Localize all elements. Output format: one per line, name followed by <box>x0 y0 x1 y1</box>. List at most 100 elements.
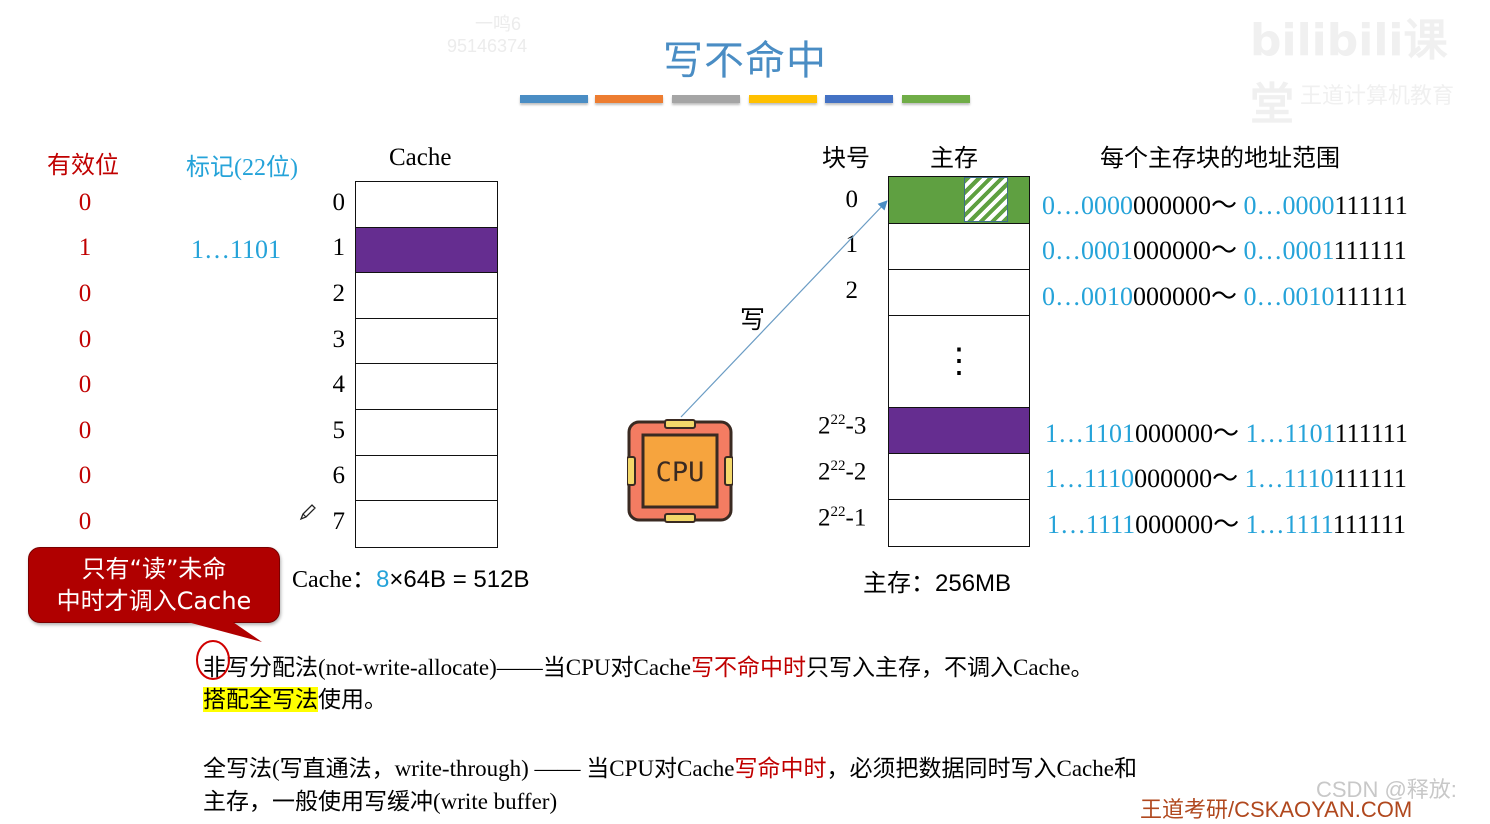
cache-size-prefix: Cache： <box>292 567 376 593</box>
cache-size-rest: ×64B = 512B <box>389 566 530 593</box>
end-tag: 1…1110 <box>1244 464 1334 493</box>
end-offset: 111111 <box>1333 510 1406 539</box>
block-base: 2 <box>818 412 831 440</box>
memory-block-number: 1 <box>845 231 859 258</box>
range-sep: ～ <box>1211 191 1244 220</box>
not-write-allocate-text: 非写分配法(not-write-allocate)——当CPU对Cache写不命… <box>203 648 1093 682</box>
cache-line-index: 1 <box>332 234 346 261</box>
start-tag: 1…1111 <box>1047 510 1136 539</box>
pencil-icon[interactable] <box>298 502 318 522</box>
block-suffix: -2 <box>845 458 867 486</box>
cache-line-6 <box>356 456 497 502</box>
range-sep: ～ <box>1211 236 1244 265</box>
start-offset: 000000 <box>1133 236 1211 265</box>
address-range: 0…0010000000～ 0…0010111111 <box>1042 276 1408 313</box>
p2-text-c: 主存，一般使用写缓冲(write buffer) <box>203 789 558 814</box>
cache-line-index: 7 <box>332 508 346 535</box>
p2-red-text: 写命中时 <box>734 756 827 781</box>
valid-bit: 0 <box>78 189 92 216</box>
title-bar-4 <box>749 95 817 103</box>
page-title: 写不命中 <box>663 38 827 84</box>
cache-line-index: 6 <box>332 462 346 489</box>
cache-size-count: 8 <box>375 566 390 593</box>
watermark-line1: 一鸣6 <box>475 14 522 34</box>
cache-line-2 <box>356 273 497 319</box>
block-base: 2 <box>818 504 831 532</box>
end-offset: 111111 <box>1334 282 1408 311</box>
valid-bit-header: 有效位 <box>47 151 119 179</box>
cache-line-0 <box>356 182 497 228</box>
address-range-header: 每个主存块的地址范围 <box>1100 144 1340 172</box>
valid-bit: 0 <box>78 280 92 307</box>
block-base: 2 <box>818 458 831 486</box>
range-sep: ～ <box>1213 510 1246 539</box>
circled-char: 非 <box>203 655 226 680</box>
p2-text-a: 全写法(写直通法，write-through) —— 当CPU对Cache <box>203 756 735 781</box>
cache-line-index: 2 <box>332 280 346 307</box>
cpu-label: CPU <box>655 457 705 488</box>
end-tag: 1…1111 <box>1245 510 1334 539</box>
block-exp: 22 <box>830 458 846 474</box>
cache-tag-value: 1…1101 <box>191 235 282 264</box>
memory-block-2 <box>889 270 1029 316</box>
range-sep: ～ <box>1212 464 1245 493</box>
cache-line-index: 5 <box>332 417 346 444</box>
address-range: 1…1110000000～ 1…1110111111 <box>1045 458 1407 495</box>
bilibili-logo: bilibili课堂 <box>1250 15 1448 130</box>
brand-footer: 王道考研/CSKAOYAN.COM <box>1140 797 1413 822</box>
valid-bit: 1 <box>78 234 92 261</box>
start-offset: 000000 <box>1135 419 1214 448</box>
cache-table <box>355 181 498 548</box>
block-exp: 22 <box>830 412 846 428</box>
cache-line-index: 3 <box>332 326 346 353</box>
written-word-hatch <box>964 177 1008 222</box>
cache-line-3 <box>356 319 497 365</box>
block-suffix: -1 <box>845 504 867 532</box>
block-number-header: 块号 <box>822 144 870 172</box>
block-suffix: -3 <box>845 412 867 440</box>
ellipsis: ⋮ <box>942 343 976 380</box>
memory-size-label: 主存：256MB <box>863 563 1011 598</box>
start-tag: 0…0010 <box>1042 282 1133 311</box>
write-buffer-text: 主存，一般使用写缓冲(write buffer) <box>203 782 557 816</box>
memory-block-ellipsis: ⋮ <box>889 316 1029 408</box>
write-label: 写 <box>740 307 766 334</box>
start-offset: 000000 <box>1133 191 1211 220</box>
cache-title: Cache <box>389 144 452 171</box>
main-memory-header: 主存 <box>930 144 978 172</box>
user-watermark: 一鸣6 95146374 <box>447 10 527 57</box>
valid-bit: 0 <box>78 326 92 353</box>
callout-line1: 只有“读”未命 <box>81 555 227 583</box>
memory-block-2^22-3 <box>889 408 1029 454</box>
main-memory-table: ⋮ <box>888 176 1030 547</box>
memory-block-1 <box>889 224 1029 270</box>
write-through-text: 全写法(写直通法，write-through) —— 当CPU对Cache写命中… <box>203 749 1137 783</box>
start-tag: 1…1110 <box>1045 464 1135 493</box>
p1-text-a: 写分配法(not-write-allocate)——当CPU对Cache <box>226 655 691 680</box>
memory-block-number: 222-3 <box>818 412 866 440</box>
cache-line-4 <box>356 364 497 410</box>
wangdao-watermark: 王道计算机教育 <box>1300 84 1455 109</box>
pairing-text: 搭配全写法使用。 <box>203 680 387 714</box>
p1-text-c: 使用。 <box>318 687 387 712</box>
red-circle-annotation <box>196 640 230 680</box>
highlighted-text: 搭配全写法 <box>203 687 318 712</box>
range-sep: ～ <box>1213 419 1246 448</box>
start-tag: 1…1101 <box>1045 419 1136 448</box>
cache-line-index: 4 <box>332 371 346 398</box>
end-offset: 111111 <box>1334 191 1408 220</box>
memory-block-2^22-2 <box>889 454 1029 500</box>
memory-block-number: 222-1 <box>818 504 866 532</box>
p2-text-b: ，必须把数据同时写入Cache和 <box>826 756 1137 781</box>
cache-size-label: Cache：8×64B = 512B <box>292 559 529 594</box>
end-tag: 0…0010 <box>1243 282 1335 311</box>
memory-block-0 <box>889 177 1029 224</box>
callout-bubble: 只有“读”未命 中时才调入Cache <box>28 547 280 623</box>
start-offset: 000000 <box>1135 510 1214 539</box>
cpu-icon: CPU <box>626 419 734 523</box>
end-offset: 111111 <box>1335 419 1408 448</box>
memory-size-value: 256MB <box>935 570 1012 597</box>
cache-line-5 <box>356 410 497 456</box>
end-offset: 111111 <box>1333 464 1407 493</box>
